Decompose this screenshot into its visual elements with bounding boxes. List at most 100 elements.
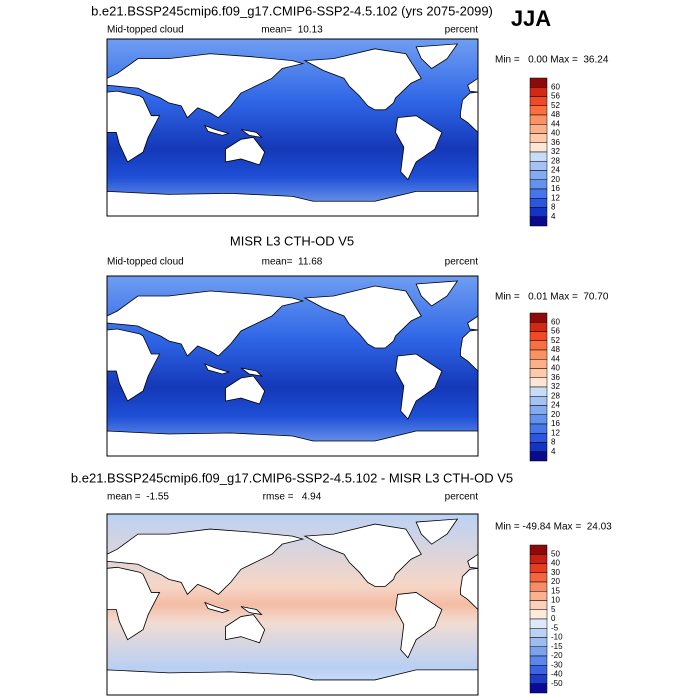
colorbar-label: 4 <box>551 447 556 456</box>
colorbar-label: 48 <box>551 110 560 119</box>
colorbar-box <box>529 396 548 406</box>
colorbar-label: -5 <box>551 623 559 632</box>
left-label: Mid-topped cloud <box>107 257 184 268</box>
colorbar-box <box>529 188 548 199</box>
colorbar-label: 8 <box>551 438 556 447</box>
colorbar-box <box>529 554 548 564</box>
colorbar-label: 60 <box>551 82 560 91</box>
colorbar-box <box>529 207 548 217</box>
colorbar-box <box>529 105 548 116</box>
colorbar-label: 48 <box>551 345 560 354</box>
colorbar-label: 36 <box>551 138 560 147</box>
map-frame <box>106 513 479 696</box>
colorbar-box <box>529 349 548 360</box>
colorbar-label: 24 <box>551 401 560 410</box>
season-label: JJA <box>511 6 551 31</box>
colorbar-box <box>529 628 548 638</box>
range-label: Min = -49.84 Max = 24.03 <box>495 522 612 533</box>
center-label: mean= 10.13 <box>261 25 323 36</box>
colorbar-label: 28 <box>551 156 560 165</box>
colorbar-label: 52 <box>551 336 560 345</box>
colorbar-label: 12 <box>551 193 560 202</box>
map <box>106 38 479 217</box>
colorbar-box <box>529 312 548 323</box>
colorbar-label: 44 <box>551 119 560 128</box>
colorbar-label: 16 <box>551 419 560 428</box>
colorbar-label: 52 <box>551 101 560 110</box>
colorbar-label: 20 <box>551 577 560 586</box>
colorbar-box <box>529 216 548 227</box>
colorbar-box <box>529 161 548 171</box>
colorbar-label: -50 <box>551 679 563 688</box>
colorbar-label: 8 <box>551 203 556 212</box>
colorbar-box <box>529 618 548 629</box>
colorbar-box <box>529 433 548 443</box>
colorbar-box <box>529 563 548 573</box>
colorbar-label: 5 <box>551 605 556 614</box>
colorbar-box <box>529 637 548 647</box>
colorbar-box <box>529 405 548 415</box>
colorbar-box <box>529 331 548 341</box>
colorbar-box <box>529 442 548 452</box>
colorbar-label: -10 <box>551 633 563 642</box>
colorbar-box <box>529 581 548 592</box>
colorbar-label: 60 <box>551 317 560 326</box>
colorbar-label: 28 <box>551 391 560 400</box>
colorbar-box <box>529 87 548 97</box>
colorbar-label: 32 <box>551 147 560 156</box>
range-label: Min = 0.01 Max = 70.70 <box>495 292 609 303</box>
panel-title: b.e21.BSSP245cmip6.f09_g17.CMIP6-SSP2-4.… <box>71 470 513 485</box>
colorbar-label: 20 <box>551 175 560 184</box>
map-frame <box>106 275 479 457</box>
colorbar-box <box>529 359 548 369</box>
colorbar-label: 24 <box>551 166 560 175</box>
colorbar-label: 15 <box>551 586 560 595</box>
colorbar-label: 20 <box>551 410 560 419</box>
colorbar-label: 56 <box>551 327 560 336</box>
colorbar-box <box>529 322 548 332</box>
colorbar-box <box>529 544 548 555</box>
colorbar-label: 36 <box>551 373 560 382</box>
colorbar-box <box>529 646 548 657</box>
colorbar-label: -40 <box>551 670 563 679</box>
colorbar-label: 16 <box>551 184 560 193</box>
colorbar-box <box>529 674 548 684</box>
left-label: mean = -1.55 <box>107 492 169 503</box>
colorbar-box <box>529 451 548 462</box>
center-label: rmse = 4.94 <box>263 492 322 503</box>
colorbar-box <box>529 179 548 190</box>
colorbar-box <box>529 77 548 88</box>
colorbar-label: 44 <box>551 354 560 363</box>
colorbar-label: 12 <box>551 428 560 437</box>
colorbar-box <box>529 423 548 434</box>
panel-title: MISR L3 CTH-OD V5 <box>230 233 354 248</box>
range-label: Min = 0.00 Max = 36.24 <box>495 55 609 66</box>
colorbar-box <box>529 377 548 388</box>
colorbar-label: 40 <box>551 559 560 568</box>
colorbar-box <box>529 133 548 143</box>
colorbar-box <box>529 198 548 208</box>
colorbar-box <box>529 170 548 180</box>
colorbar-box <box>529 114 548 125</box>
colorbar-label: 32 <box>551 382 560 391</box>
colorbar-label: 40 <box>551 364 560 373</box>
colorbar-label: -30 <box>551 660 563 669</box>
colorbar-box <box>529 600 548 610</box>
map-frame <box>106 38 479 217</box>
colorbar-box <box>529 683 548 694</box>
colorbar-label: -15 <box>551 642 563 651</box>
colorbar-label: 10 <box>551 596 560 605</box>
colorbar-label: 50 <box>551 549 560 558</box>
colorbar-box <box>529 591 548 601</box>
colorbar-box <box>529 609 548 620</box>
units-label: percent <box>445 25 479 36</box>
colorbar-label: 40 <box>551 129 560 138</box>
colorbar-box <box>529 142 548 153</box>
colorbar-label: 56 <box>551 92 560 101</box>
colorbar-box <box>529 368 548 378</box>
panel-title: b.e21.BSSP245cmip6.f09_g17.CMIP6-SSP2-4.… <box>91 3 493 18</box>
units-label: percent <box>445 492 479 503</box>
colorbar-box <box>529 414 548 425</box>
colorbar-box <box>529 151 548 162</box>
